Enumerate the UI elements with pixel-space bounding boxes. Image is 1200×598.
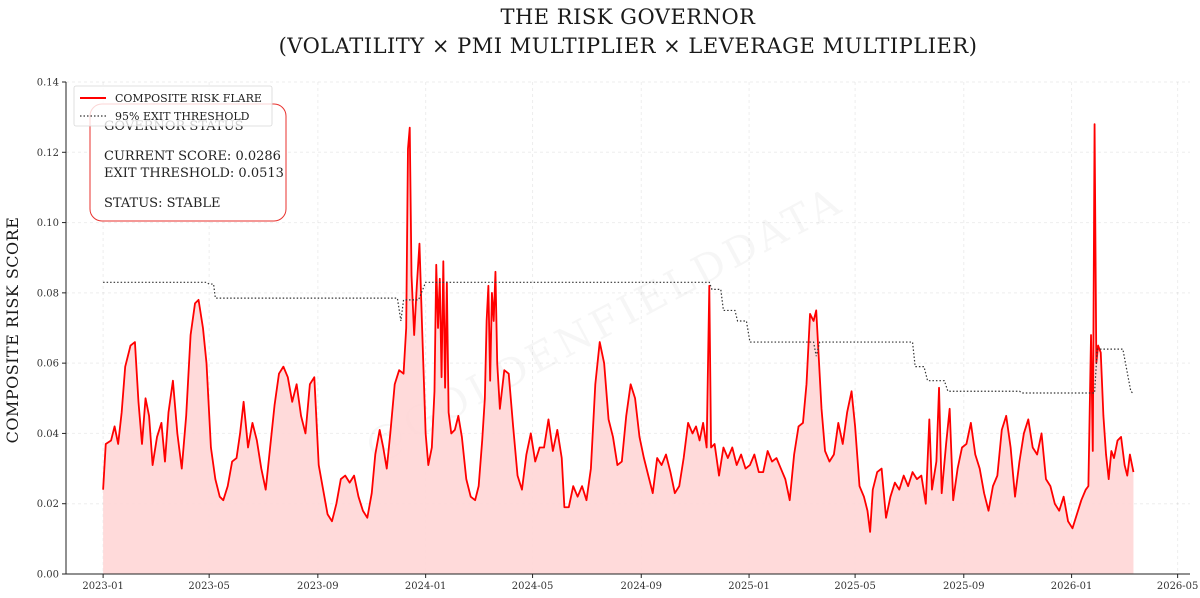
x-tick-label: 2026-01 [1051, 581, 1093, 592]
chart-title-line1: THE RISK GOVERNOR [500, 5, 756, 29]
y-tick-label: 0.10 [37, 218, 59, 229]
legend-frame [73, 85, 273, 127]
x-tick-label: 2025-05 [834, 581, 876, 592]
x-tick-label: 2025-01 [728, 581, 770, 592]
legend-label-threshold: 95% EXIT THRESHOLD [115, 110, 250, 123]
x-tick-label: 2023-09 [297, 581, 339, 592]
x-tick-label: 2023-05 [188, 581, 230, 592]
exit-threshold-value: EXIT THRESHOLD: 0.0513 [104, 166, 284, 181]
x-tick-label: 2025-09 [943, 581, 985, 592]
y-tick-label: 0.14 [37, 78, 59, 89]
x-tick-label: 2026-05 [1157, 581, 1199, 592]
y-axis-label: COMPOSITE RISK SCORE [3, 217, 22, 444]
y-tick-label: 0.00 [37, 570, 59, 581]
chart-title-line2: (VOLATILITY × PMI MULTIPLIER × LEVERAGE … [279, 34, 978, 58]
status-value: STATUS: STABLE [104, 196, 221, 211]
legend-label-flare: COMPOSITE RISK FLARE [115, 92, 262, 105]
plot-lines-group [102, 123, 1135, 533]
y-tick-label: 0.02 [37, 499, 59, 510]
governor-status-box: GOVERNOR STATUS CURRENT SCORE: 0.0286 EX… [89, 103, 287, 222]
legend: COMPOSITE RISK FLARE 95% EXIT THRESHOLD [73, 85, 273, 127]
y-tick-label: 0.08 [37, 288, 59, 299]
y-tick-label: 0.04 [37, 429, 59, 440]
x-tick-label: 2023-01 [82, 581, 124, 592]
x-axis-ticks: 2023-01 2023-05 2023-09 2024-01 2024-05 2024-… [82, 574, 1198, 592]
y-axis-ticks: 0.00 0.02 0.04 0.06 0.08 0.10 0.12 0.14 [37, 78, 66, 581]
threshold-series-line [103, 281, 1134, 395]
flare-series-line [102, 123, 1135, 533]
x-tick-label: 2024-05 [512, 581, 554, 592]
x-tick-label: 2024-09 [620, 581, 662, 592]
current-score: CURRENT SCORE: 0.0286 [104, 149, 281, 164]
y-tick-label: 0.06 [37, 359, 59, 370]
x-tick-label: 2024-01 [405, 581, 447, 592]
flare-area-fill [103, 124, 1134, 575]
y-tick-label: 0.12 [37, 148, 59, 159]
plot-fill-group [103, 124, 1134, 575]
